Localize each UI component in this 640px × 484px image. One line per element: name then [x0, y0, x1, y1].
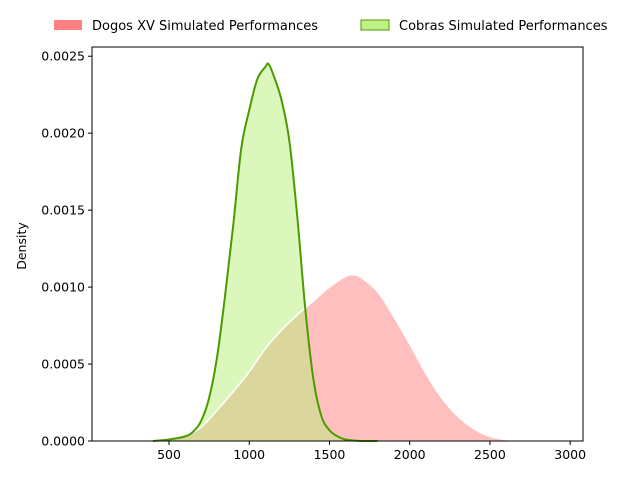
x-tick-label: 1000 [233, 447, 265, 462]
legend-swatch-2 [360, 19, 390, 31]
axes: 500 1000 1500 2000 2500 3000 0.0000 0.0005 0.001… [41, 46, 586, 462]
x-tick-label: 500 [157, 447, 181, 462]
x-tick-label: 3000 [554, 447, 586, 462]
legend-label-1: Dogos XV Simulated Performances [92, 19, 318, 34]
plot-fills [144, 63, 523, 442]
x-tick-label: 2500 [474, 447, 506, 462]
legend: Dogos XV Simulated Performances Cobras Si… [54, 19, 608, 34]
y-tick-label: 0.0005 [41, 357, 85, 372]
plot-frame [91, 46, 584, 442]
y-tick-label: 0.0000 [41, 434, 85, 449]
series-1-area [144, 274, 523, 441]
x-tick-label: 2000 [394, 447, 426, 462]
y-tick-label: 0.0015 [41, 203, 85, 218]
legend-swatch-1 [54, 20, 82, 30]
series-1-line [144, 273, 523, 442]
x-tick-label: 1500 [314, 447, 346, 462]
plot-lines [144, 62, 523, 442]
y-tick-label: 0.0025 [41, 49, 85, 64]
y-tick-label: 0.0010 [41, 280, 85, 295]
legend-label-2: Cobras Simulated Performances [399, 19, 608, 34]
y-tick-label: 0.0020 [41, 126, 85, 141]
series-2-line [152, 62, 378, 442]
series-2-area [152, 63, 378, 442]
y-axis-label: Density [14, 222, 29, 270]
